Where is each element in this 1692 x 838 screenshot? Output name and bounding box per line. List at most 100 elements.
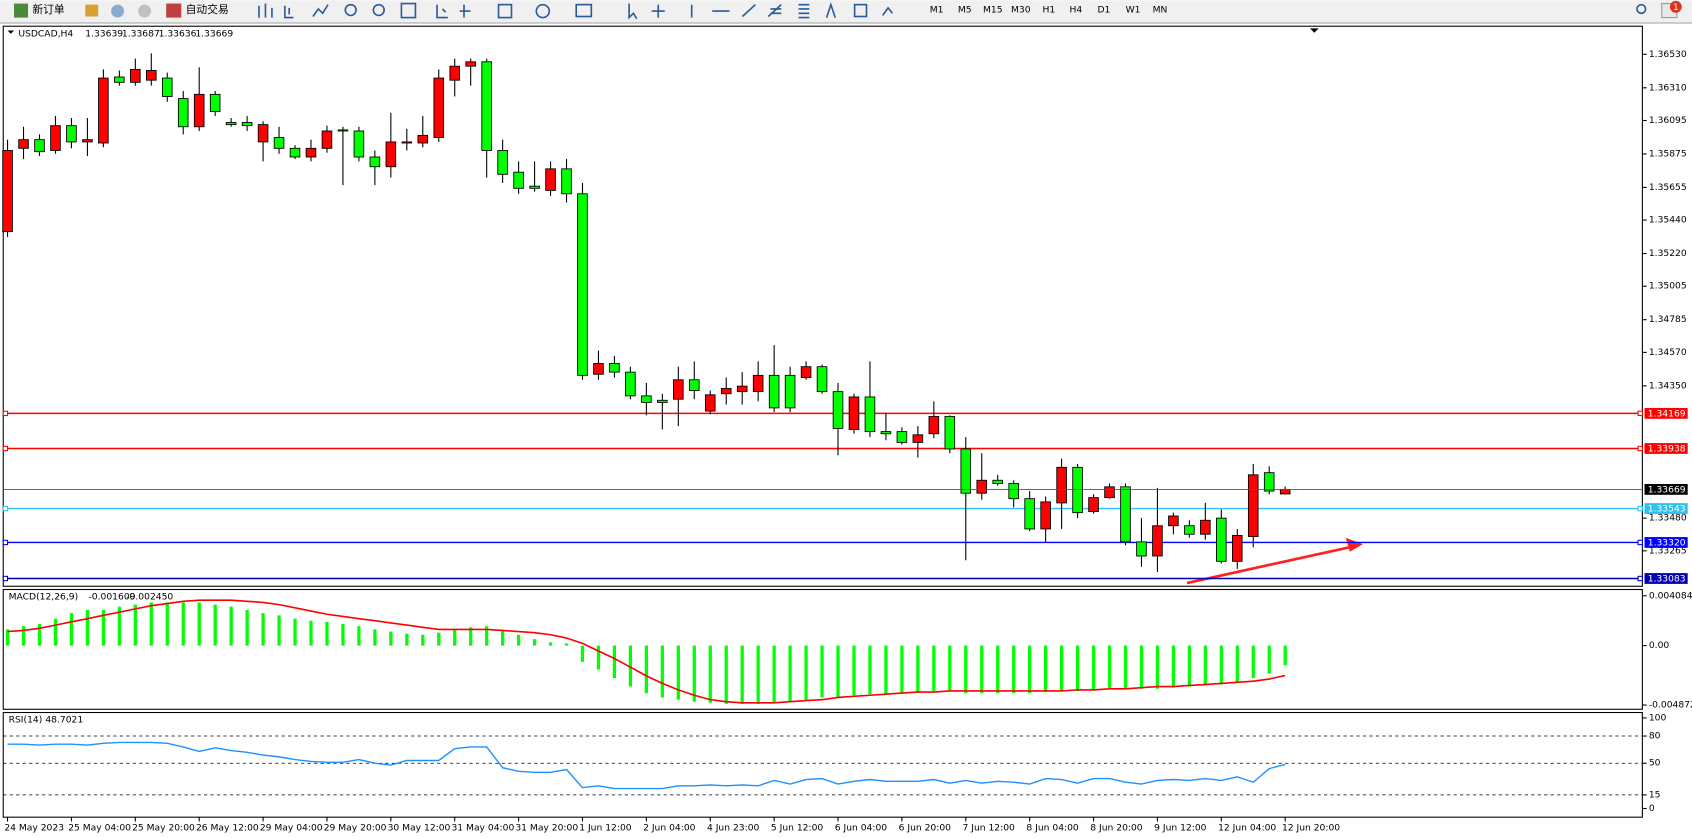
x-tick-label: 25 May 04:00 (68, 822, 131, 833)
auto-trading-button[interactable]: 自动交易 (186, 3, 229, 16)
timeframe-button[interactable]: H1 (1043, 5, 1056, 16)
macd-bar (1075, 645, 1080, 691)
candle-body (577, 193, 588, 376)
timeframe-button[interactable]: M15 (983, 5, 1003, 16)
timeframe-button[interactable]: M5 (958, 5, 972, 16)
timeframe-button[interactable]: H4 (1069, 5, 1082, 16)
tool-icon[interactable] (853, 3, 868, 18)
macd-bar (660, 645, 664, 698)
tool-icon[interactable] (651, 4, 665, 18)
macd-bar (1251, 645, 1255, 679)
y-tick-label: 1.35440 (1649, 215, 1687, 226)
candle-body (768, 374, 780, 409)
tool-icon[interactable] (400, 2, 417, 19)
candle-body (98, 77, 109, 144)
candle-body (34, 139, 45, 153)
new-order-button[interactable]: 新订单 (32, 3, 65, 16)
candle-body (657, 399, 668, 403)
macd-bar (421, 634, 425, 646)
x-tick-label: 4 Jun 23:00 (707, 822, 760, 833)
x-tick-label: 5 Jun 12:00 (771, 822, 824, 833)
tool-icon[interactable] (575, 3, 593, 18)
macd-bar (5, 629, 10, 646)
candle-body (1152, 525, 1163, 557)
level-handle (1637, 445, 1643, 452)
tool-icon[interactable] (798, 3, 810, 19)
macd-bar (357, 626, 361, 646)
candle-body (1040, 501, 1051, 530)
tool-icon[interactable] (372, 3, 385, 17)
x-tick-label: 8 Jun 20:00 (1090, 822, 1143, 833)
tool-icon[interactable] (344, 3, 357, 17)
tool-icon[interactable] (767, 4, 782, 18)
level-label: 1.33938 (1648, 444, 1686, 455)
tool-icon[interactable] (312, 4, 329, 17)
macd-bar (229, 606, 233, 646)
level-handle (2, 505, 9, 512)
candle-body (145, 70, 157, 81)
y-tick-label: 1.34785 (1649, 314, 1687, 325)
candle-body (257, 124, 269, 143)
notification-badge[interactable] (1669, 0, 1682, 13)
candle-body (337, 129, 349, 132)
macd-bar (69, 613, 74, 646)
toolbar-icon[interactable] (138, 4, 152, 18)
macd-bar (389, 631, 393, 646)
x-tick-label: 8 Jun 04:00 (1026, 822, 1079, 833)
candle-body (992, 479, 1004, 484)
tool-icon[interactable] (284, 5, 294, 19)
header-open: 1.33639 (85, 28, 123, 39)
macd-bar (245, 609, 249, 646)
new-order-icon[interactable] (14, 3, 29, 18)
macd-bar (564, 643, 569, 646)
macd-bar (708, 645, 712, 703)
level-handle (2, 445, 9, 452)
tool-icon[interactable] (258, 3, 273, 18)
tool-icons (258, 2, 1647, 20)
macd-bar (341, 624, 345, 646)
x-tick-label: 7 Jun 12:00 (963, 822, 1016, 833)
level-handle (1637, 505, 1643, 512)
tool-icon[interactable] (497, 3, 513, 19)
candle-body (848, 396, 860, 430)
timeframe-button[interactable]: W1 (1126, 5, 1141, 16)
x-tick-label: 2 Jun 04:00 (643, 822, 696, 833)
tool-icon[interactable] (741, 4, 756, 18)
tool-icon[interactable] (628, 3, 638, 20)
tool-icon[interactable] (436, 4, 448, 19)
candle-body (1279, 488, 1291, 495)
timeframe-button[interactable]: D1 (1097, 5, 1110, 16)
tool-icon[interactable] (535, 3, 551, 19)
auto-trading-icon[interactable] (166, 3, 182, 18)
timeframe-button[interactable]: M30 (1011, 5, 1031, 16)
macd-bar (1203, 645, 1207, 686)
x-tick-label: 26 May 12:00 (196, 822, 259, 833)
candle-body (1056, 466, 1067, 504)
toolbar-icon[interactable] (85, 4, 99, 17)
search-icon[interactable] (1636, 3, 1647, 15)
rsi-title: RSI(14) (9, 715, 43, 726)
header-close: 1.33669 (195, 28, 233, 39)
candle-body (225, 122, 237, 126)
macd-bar (996, 645, 1000, 694)
rsi-pane (2, 711, 1643, 818)
macd-bar (21, 626, 26, 646)
candle-body (816, 366, 828, 393)
timeframe-button[interactable]: M1 (930, 5, 944, 16)
last-price-label: 1.33669 (1648, 484, 1686, 495)
last-price-bg (1644, 483, 1688, 495)
tool-icon[interactable] (459, 4, 471, 18)
level-label-bg (1644, 443, 1688, 454)
candle-body (912, 434, 924, 443)
macd-bar (836, 645, 840, 698)
trend-arrow (1186, 537, 1363, 585)
tool-icon[interactable] (825, 2, 836, 18)
macd-bar (596, 645, 601, 670)
macd-bar (101, 609, 105, 646)
tool-icon[interactable] (882, 6, 894, 16)
toolbar-icon[interactable] (111, 4, 125, 18)
header-high: 1.33687 (122, 28, 160, 39)
macd-bar (501, 630, 505, 646)
timeframe-button[interactable]: MN (1153, 5, 1168, 16)
